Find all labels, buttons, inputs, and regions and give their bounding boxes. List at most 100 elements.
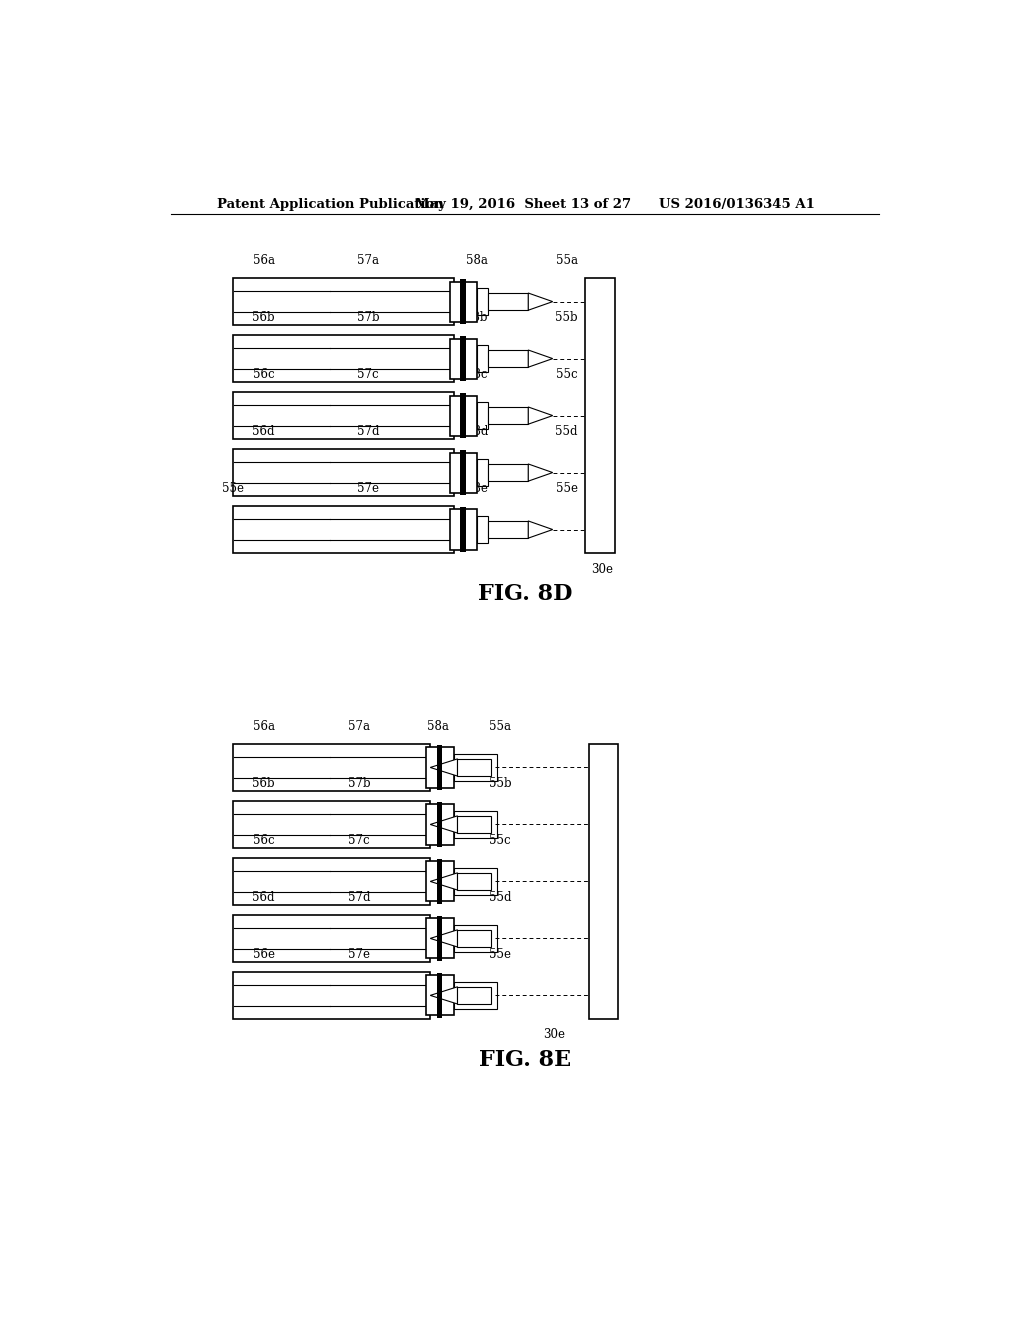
Text: FIG. 8D: FIG. 8D <box>477 582 572 605</box>
Bar <box>488 521 528 539</box>
Bar <box>450 396 477 436</box>
Text: 56e: 56e <box>253 948 274 961</box>
Polygon shape <box>430 816 458 833</box>
Bar <box>458 816 490 833</box>
Polygon shape <box>430 873 458 890</box>
Text: 58d: 58d <box>466 425 488 438</box>
Text: 58b: 58b <box>427 776 450 789</box>
Bar <box>426 862 454 902</box>
Text: May 19, 2016  Sheet 13 of 27: May 19, 2016 Sheet 13 of 27 <box>415 198 631 211</box>
Bar <box>454 982 497 1008</box>
Text: 55e: 55e <box>556 482 578 495</box>
Text: 58d: 58d <box>427 891 450 904</box>
Polygon shape <box>430 759 458 776</box>
Bar <box>232 392 454 440</box>
Polygon shape <box>528 407 553 424</box>
Text: 57a: 57a <box>357 253 379 267</box>
Bar <box>454 812 497 838</box>
Text: 58c: 58c <box>466 368 487 381</box>
Bar <box>458 759 490 776</box>
Bar <box>460 335 466 381</box>
Bar <box>488 350 528 367</box>
Bar <box>586 277 614 553</box>
Text: 56c: 56c <box>253 834 274 847</box>
Bar <box>589 743 617 1019</box>
Bar <box>232 506 454 553</box>
Text: 55e: 55e <box>489 948 511 961</box>
Bar <box>426 975 454 1015</box>
Bar <box>477 346 488 372</box>
Polygon shape <box>528 350 553 367</box>
Bar <box>437 801 442 847</box>
Text: 56b: 56b <box>252 312 274 323</box>
Text: 57d: 57d <box>348 891 371 904</box>
Bar <box>437 859 442 904</box>
Bar <box>426 747 454 788</box>
Text: 55c: 55c <box>489 834 511 847</box>
Bar <box>477 459 488 486</box>
Bar <box>450 338 477 379</box>
Text: 58e: 58e <box>427 948 449 961</box>
Bar <box>232 915 430 962</box>
Text: 55b: 55b <box>555 312 578 323</box>
Text: 57c: 57c <box>348 834 370 847</box>
Bar <box>437 916 442 961</box>
Bar <box>450 510 477 549</box>
Text: 57a: 57a <box>348 719 370 733</box>
Text: 30e: 30e <box>544 1028 565 1041</box>
Bar <box>460 507 466 552</box>
Bar <box>450 281 477 322</box>
Text: 55c: 55c <box>556 368 578 381</box>
Text: 56a: 56a <box>253 719 274 733</box>
Bar <box>437 973 442 1018</box>
Bar <box>426 919 454 958</box>
Text: 57c: 57c <box>357 368 379 381</box>
Bar <box>460 450 466 495</box>
Polygon shape <box>430 987 458 1005</box>
Text: 58a: 58a <box>466 253 487 267</box>
Polygon shape <box>430 929 458 946</box>
Bar <box>232 449 454 496</box>
Bar <box>458 987 490 1005</box>
Text: 55d: 55d <box>555 425 578 438</box>
Text: 58a: 58a <box>427 719 449 733</box>
Text: 58e: 58e <box>466 482 487 495</box>
Text: 55d: 55d <box>488 891 511 904</box>
Text: FIG. 8E: FIG. 8E <box>479 1048 570 1071</box>
Text: 56c: 56c <box>253 368 274 381</box>
Bar <box>450 453 477 492</box>
Text: 55e: 55e <box>221 482 244 495</box>
Bar <box>232 800 430 849</box>
Polygon shape <box>528 293 553 310</box>
Bar <box>454 869 497 895</box>
Bar <box>488 407 528 424</box>
Text: 55a: 55a <box>489 719 511 733</box>
Bar <box>426 804 454 845</box>
Text: 30e: 30e <box>592 562 613 576</box>
Text: 56b: 56b <box>252 776 274 789</box>
Bar <box>232 972 430 1019</box>
Bar <box>477 289 488 314</box>
Text: 55b: 55b <box>488 776 511 789</box>
Text: 56d: 56d <box>252 891 274 904</box>
Bar <box>477 516 488 543</box>
Text: 55a: 55a <box>556 253 578 267</box>
Bar <box>458 873 490 890</box>
Polygon shape <box>528 463 553 482</box>
Bar <box>460 393 466 438</box>
Bar <box>460 279 466 325</box>
Text: Patent Application Publication: Patent Application Publication <box>217 198 443 211</box>
Bar <box>437 744 442 791</box>
Bar <box>454 754 497 780</box>
Text: 57e: 57e <box>357 482 379 495</box>
Bar <box>232 743 430 792</box>
Text: 57b: 57b <box>347 776 371 789</box>
Polygon shape <box>528 521 553 539</box>
Text: 56d: 56d <box>252 425 274 438</box>
Text: 56a: 56a <box>253 253 274 267</box>
Bar <box>477 403 488 429</box>
Bar <box>458 929 490 946</box>
Bar <box>232 335 454 383</box>
Text: 58c: 58c <box>427 834 449 847</box>
Text: 57d: 57d <box>357 425 380 438</box>
